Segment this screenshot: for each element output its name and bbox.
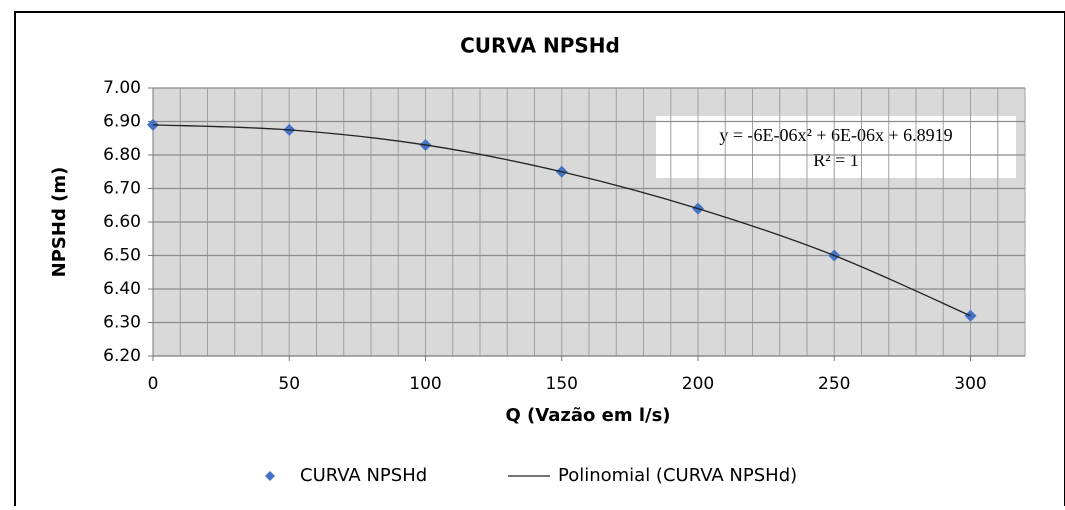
x-tick-label: 150 [546,374,578,394]
y-tick-label: 7.00 [103,78,141,98]
x-tick-label: 250 [818,374,850,394]
x-axis-label: Q (Vazão em l/s) [505,405,670,426]
x-tick-label: 300 [954,374,986,394]
y-tick-label: 6.30 [103,313,141,333]
x-tick-label: 200 [682,374,714,394]
y-tick-label: 6.20 [103,346,141,366]
chart-title: CURVA NPSHd [460,34,620,58]
equation-box [656,116,1016,178]
y-axis-label: NPSHd (m) [49,167,70,278]
y-tick-label: 6.40 [103,279,141,299]
trendline [152,124,971,317]
legend-marker [265,471,275,481]
x-tick-label: 50 [278,374,300,394]
r-squared: R² = 1 [813,150,859,170]
x-tick-label: 100 [409,374,441,394]
y-tick-label: 6.90 [103,112,141,132]
legend-label: Polinomial (CURVA NPSHd) [558,465,797,486]
grid [152,87,1026,357]
y-tick-label: 6.50 [103,246,141,266]
y-tick-label: 6.80 [103,145,141,165]
x-tick-label: 0 [148,374,159,394]
y-tick-label: 6.70 [103,179,141,199]
legend-label: CURVA NPSHd [300,465,427,486]
y-tick-label: 6.60 [103,212,141,232]
equation: y = -6E-06x² + 6E-06x + 6.8919 [719,125,952,145]
